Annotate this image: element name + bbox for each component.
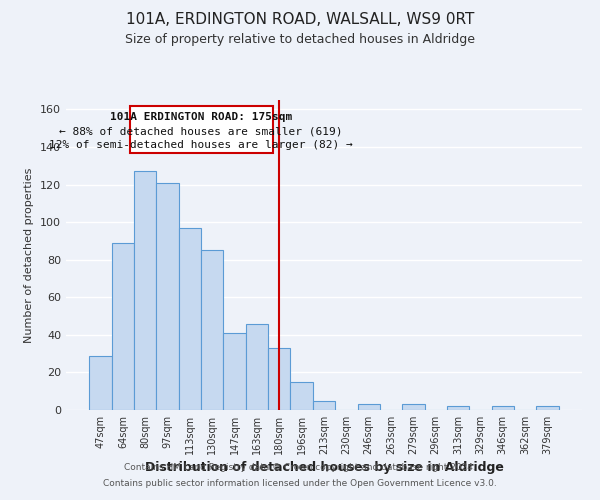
Bar (112, 243, 134, 410)
Bar (491, 406, 514, 410)
Bar (358, 404, 380, 410)
Bar (223, 333, 246, 410)
Text: Contains public sector information licensed under the Open Government Licence v3: Contains public sector information licen… (103, 478, 497, 488)
Y-axis label: Number of detached properties: Number of detached properties (25, 168, 34, 342)
Bar (268, 348, 290, 410)
Text: ← 88% of detached houses are smaller (619): ← 88% of detached houses are smaller (61… (59, 126, 343, 136)
Bar (201, 250, 223, 410)
Bar (134, 172, 157, 410)
Bar (536, 406, 559, 410)
Text: Size of property relative to detached houses in Aldridge: Size of property relative to detached ho… (125, 32, 475, 46)
Bar (313, 400, 335, 410)
Text: 101A, ERDINGTON ROAD, WALSALL, WS9 0RT: 101A, ERDINGTON ROAD, WALSALL, WS9 0RT (126, 12, 474, 28)
X-axis label: Distribution of detached houses by size in Aldridge: Distribution of detached houses by size … (145, 461, 503, 474)
Bar (157, 182, 179, 410)
Bar (179, 228, 201, 410)
Text: 12% of semi-detached houses are larger (82) →: 12% of semi-detached houses are larger (… (49, 140, 353, 150)
Bar (402, 404, 425, 410)
Text: Contains HM Land Registry data © Crown copyright and database right 2024.: Contains HM Land Registry data © Crown c… (124, 464, 476, 472)
Bar (89, 356, 112, 410)
Bar (290, 382, 313, 410)
Bar (246, 324, 268, 410)
Bar (447, 406, 469, 410)
FancyBboxPatch shape (130, 106, 272, 152)
Text: 101A ERDINGTON ROAD: 175sqm: 101A ERDINGTON ROAD: 175sqm (110, 112, 292, 122)
